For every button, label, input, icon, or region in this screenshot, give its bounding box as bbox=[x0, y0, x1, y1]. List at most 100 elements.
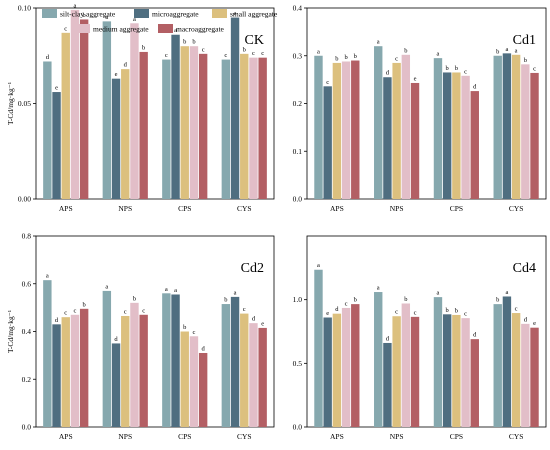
x-tick-label: NPS bbox=[390, 204, 404, 213]
bar bbox=[511, 313, 521, 427]
bar bbox=[70, 314, 80, 427]
significance-label: b bbox=[404, 47, 407, 54]
significance-label: c bbox=[252, 50, 255, 57]
significance-label: b bbox=[192, 39, 195, 46]
significance-label: a bbox=[234, 289, 237, 296]
bar bbox=[52, 92, 61, 199]
bar bbox=[383, 342, 392, 427]
panel-title: Cd4 bbox=[513, 261, 536, 276]
significance-label: d bbox=[46, 54, 50, 61]
bar bbox=[493, 55, 502, 199]
significance-label: a bbox=[174, 287, 177, 294]
x-tick-label: APS bbox=[59, 432, 73, 441]
legend-label: microaggregate bbox=[152, 10, 199, 19]
bar bbox=[258, 327, 267, 427]
bar bbox=[221, 59, 231, 199]
bar bbox=[461, 75, 470, 199]
bar bbox=[332, 313, 342, 427]
significance-label: b bbox=[344, 54, 347, 61]
bar bbox=[502, 53, 512, 199]
bar bbox=[341, 61, 351, 200]
bar bbox=[171, 34, 180, 199]
bar bbox=[180, 46, 189, 200]
bar bbox=[401, 303, 411, 427]
significance-label: b bbox=[224, 297, 227, 304]
bar bbox=[401, 54, 411, 199]
bar bbox=[43, 61, 52, 200]
significance-label: b bbox=[83, 12, 86, 19]
bar bbox=[530, 327, 539, 427]
significance-label: b bbox=[243, 46, 246, 53]
significance-label: c bbox=[261, 50, 264, 57]
legend: silt-clay aggregate microaggregate small a… bbox=[42, 9, 278, 34]
bar bbox=[111, 343, 121, 427]
legend-label: small aggregate bbox=[230, 10, 278, 19]
significance-label: d bbox=[114, 336, 118, 343]
significance-label: d bbox=[473, 84, 477, 91]
bar bbox=[162, 59, 171, 199]
y-tick-label: 0.3 bbox=[293, 51, 303, 60]
bar bbox=[198, 53, 208, 200]
significance-label: c bbox=[224, 52, 227, 59]
bar bbox=[470, 339, 479, 427]
significance-label: b bbox=[496, 297, 499, 304]
significance-label: b bbox=[404, 296, 407, 303]
bar bbox=[139, 51, 148, 200]
plot-frame bbox=[306, 235, 547, 428]
significance-label: c bbox=[193, 329, 196, 336]
bar bbox=[341, 307, 351, 427]
significance-label: c bbox=[326, 79, 329, 86]
significance-label: c bbox=[533, 65, 536, 72]
significance-label: c bbox=[345, 300, 348, 307]
significance-label: a bbox=[174, 27, 177, 34]
significance-label: b bbox=[455, 307, 458, 314]
bar bbox=[314, 55, 323, 199]
significance-label: a bbox=[437, 290, 440, 297]
significance-label: b bbox=[496, 48, 499, 55]
bar bbox=[79, 308, 89, 427]
significance-label: c bbox=[202, 46, 205, 53]
y-tick-label: 0.05 bbox=[18, 99, 31, 108]
bar bbox=[410, 316, 420, 427]
significance-label: d bbox=[386, 70, 390, 77]
significance-label: b bbox=[142, 44, 145, 51]
significance-label: d bbox=[252, 316, 256, 323]
significance-label: d bbox=[386, 335, 390, 342]
significance-label: b bbox=[335, 55, 338, 62]
bar bbox=[392, 316, 401, 427]
significance-label: d bbox=[55, 317, 59, 324]
significance-label: c bbox=[64, 310, 67, 317]
bar bbox=[383, 77, 392, 199]
bar bbox=[240, 313, 249, 427]
legend-swatch bbox=[158, 24, 173, 33]
significance-label: e bbox=[55, 85, 58, 92]
bar bbox=[351, 304, 360, 427]
y-tick-label: 1.0 bbox=[293, 295, 303, 304]
significance-label: c bbox=[142, 307, 145, 314]
y-tick-label: 0.1 bbox=[293, 147, 303, 156]
y-tick-label: 0.4 bbox=[22, 327, 32, 336]
panel-title: Cd1 bbox=[513, 33, 536, 48]
bar bbox=[180, 331, 189, 427]
bar bbox=[521, 64, 530, 199]
bar bbox=[139, 314, 148, 427]
bar bbox=[433, 58, 443, 200]
x-tick-label: CYS bbox=[509, 204, 524, 213]
significance-label: c bbox=[515, 306, 518, 313]
bar bbox=[452, 72, 461, 199]
bar bbox=[230, 296, 240, 427]
bar bbox=[470, 91, 479, 199]
significance-label: e bbox=[533, 320, 536, 327]
bar bbox=[351, 60, 360, 200]
bar bbox=[221, 304, 231, 427]
bar bbox=[502, 296, 512, 427]
significance-label: b bbox=[354, 53, 357, 60]
bar bbox=[374, 292, 383, 427]
significance-label: e bbox=[261, 320, 264, 327]
y-tick-label: 0.0 bbox=[293, 423, 303, 432]
significance-label: b bbox=[133, 295, 136, 302]
significance-label: a bbox=[74, 2, 77, 9]
significance-label: c bbox=[165, 52, 168, 59]
